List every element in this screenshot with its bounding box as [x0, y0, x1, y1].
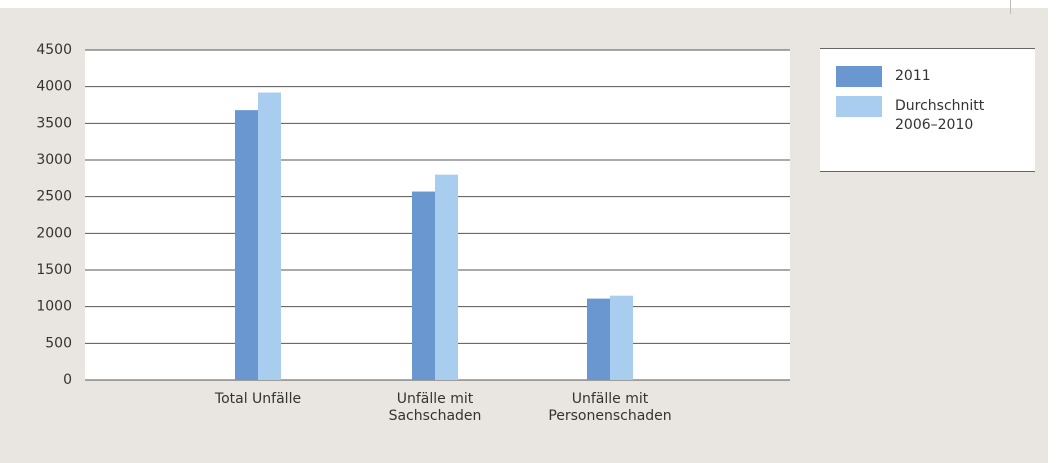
- y-tick-label: 1500: [36, 262, 72, 278]
- bar: [412, 191, 435, 380]
- y-tick-label: 0: [63, 372, 72, 388]
- legend-swatch: [836, 66, 882, 87]
- bar: [435, 174, 458, 380]
- legend-label: Durchschnitt 2006–2010: [895, 98, 985, 133]
- legend-swatch: [836, 96, 882, 117]
- bar: [587, 298, 610, 380]
- legend: 2011 Durchschnitt 2006–2010: [820, 48, 1035, 172]
- x-tick-label: Unfälle mit Sachschaden: [388, 391, 482, 424]
- y-tick-label: 2500: [36, 189, 72, 205]
- divider: [1010, 0, 1011, 14]
- x-tick-label: Unfälle mit Personenschaden: [548, 391, 672, 424]
- bar: [235, 110, 258, 380]
- bar: [258, 92, 281, 381]
- bar: [610, 295, 633, 380]
- y-tick-label: 4000: [36, 79, 72, 95]
- y-tick-label: 1000: [36, 299, 72, 315]
- legend-label: 2011: [895, 68, 931, 84]
- y-tick-label: 4500: [36, 42, 72, 58]
- y-tick-label: 500: [45, 335, 72, 351]
- x-tick-label: Total Unfälle: [214, 391, 302, 407]
- y-tick-label: 3500: [36, 115, 72, 131]
- y-tick-label: 2000: [36, 225, 72, 241]
- y-tick-label: 3000: [36, 152, 72, 168]
